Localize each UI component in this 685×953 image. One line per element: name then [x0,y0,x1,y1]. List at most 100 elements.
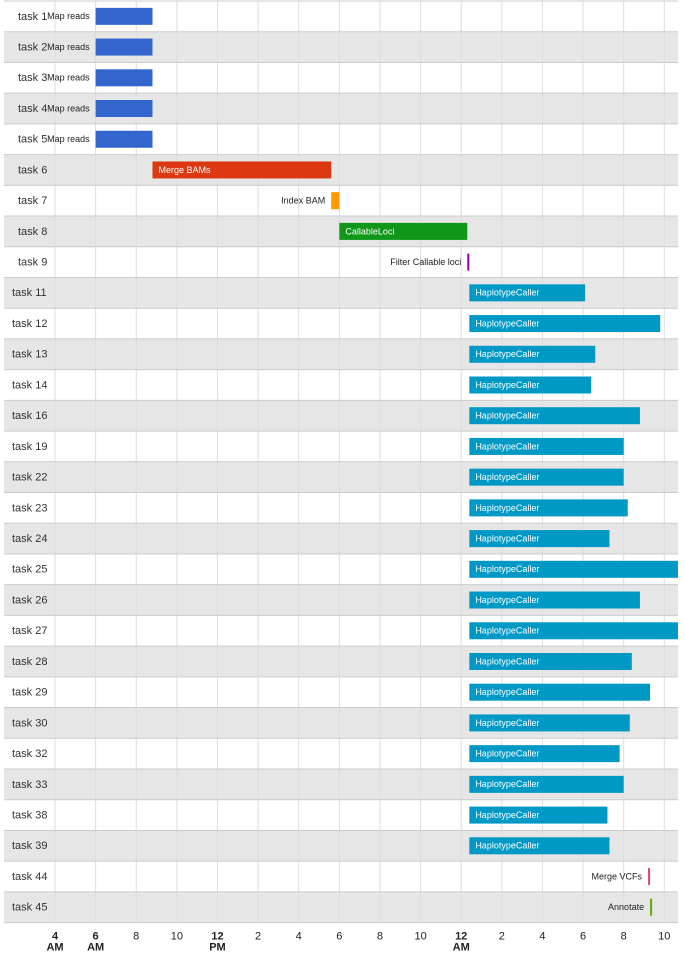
row-label: task 16 [12,410,47,422]
task-bar[interactable] [469,499,628,517]
bar-label: HaplotypeCaller [475,503,539,513]
tick-label: 8 [377,931,383,943]
bar-label: HaplotypeCaller [475,533,539,543]
row-stripe [4,891,678,923]
row-stripe [4,246,678,278]
row-label: task 27 [12,625,47,637]
tick-sublabel: PM [209,942,226,953]
task-bar[interactable] [469,683,651,701]
bar-label: Index BAM [281,196,325,206]
row-label: task 38 [12,809,47,821]
row-labels: task 1 task 2 task 3 task 4 task 5 task 6 task… [12,11,47,914]
tick-label: 2 [255,931,261,943]
bar-label: Map reads [47,73,90,83]
tick-label: 2 [499,931,505,943]
task-bar[interactable] [467,253,470,271]
row-label: task 13 [12,349,47,361]
tick-sublabel: AM [46,942,63,953]
task-bar[interactable] [469,407,640,425]
task-bar[interactable] [95,38,153,56]
task-bar[interactable] [95,100,153,118]
task-bar[interactable] [650,898,653,916]
task-bar[interactable] [469,376,592,394]
bar-label: HaplotypeCaller [475,626,539,636]
tick-label: 10 [414,931,426,943]
row-label: task 5 [18,134,47,146]
bar-label: HaplotypeCaller [475,441,539,451]
bar-label: Map reads [47,134,90,144]
task-bar[interactable] [469,468,624,486]
bar-label: HaplotypeCaller [475,380,539,390]
task-bar[interactable] [95,130,153,148]
bar-label: HaplotypeCaller [475,411,539,421]
task-bar[interactable] [469,775,624,793]
task-bar[interactable] [469,560,678,578]
row-label: task 32 [12,748,47,760]
tick-label: 6 [336,931,342,943]
task-bars: Map reads Map reads Map reads Map reads Map … [47,7,678,916]
row-label: task 11 [12,287,47,299]
row-label: task 39 [12,840,47,852]
row-label: task 1 [18,11,47,23]
task-bar[interactable] [469,622,678,640]
row-label: task 2 [18,41,47,53]
bar-label: CallableLoci [345,226,394,236]
bar-label: HaplotypeCaller [475,595,539,605]
tick-label: 8 [621,931,627,943]
tick-label: 12 [211,931,223,943]
task-bar[interactable] [469,745,620,763]
bar-label: Annotate [608,902,644,912]
bar-label: HaplotypeCaller [475,656,539,666]
row-label: task 7 [18,195,47,207]
tick-label: 12 [455,931,467,943]
bar-label: Map reads [47,11,90,21]
bar-label: Merge BAMs [158,165,211,175]
tick-label: 10 [658,931,670,943]
row-label: task 19 [12,441,47,453]
task-bar[interactable] [469,315,661,333]
bar-label: HaplotypeCaller [475,318,539,328]
row-label: task 26 [12,594,47,606]
tick-label: 10 [171,931,183,943]
row-label: task 24 [12,533,47,545]
task-bar[interactable] [469,530,610,548]
task-bar[interactable] [469,714,630,732]
bar-label: Map reads [47,42,90,52]
row-label: task 4 [18,103,47,115]
row-label: task 22 [12,472,47,484]
task-bar[interactable] [648,868,651,886]
row-label: task 3 [18,72,47,84]
bar-label: HaplotypeCaller [475,687,539,697]
tick-label: 4 [52,931,59,943]
task-bar[interactable] [469,437,624,455]
bar-label: HaplotypeCaller [475,472,539,482]
bar-label: HaplotypeCaller [475,749,539,759]
task-bar[interactable] [331,192,340,210]
task-bar[interactable] [469,837,610,855]
row-stripe [4,861,678,892]
row-label: task 9 [18,257,47,269]
row-label: task 14 [12,379,47,391]
row-stripe [4,185,678,217]
tick-label: 6 [93,931,99,943]
row-label: task 6 [18,164,47,176]
task-bar[interactable] [469,806,608,824]
task-bar[interactable] [95,7,153,25]
task-bar[interactable] [152,161,332,179]
task-bar[interactable] [339,222,468,240]
tick-label: 8 [133,931,139,943]
row-label: task 23 [12,502,47,514]
task-bar[interactable] [469,652,632,670]
tick-sublabel: AM [87,942,104,953]
bar-label: HaplotypeCaller [475,779,539,789]
row-label: task 30 [12,717,47,729]
row-label: task 45 [12,902,47,914]
task-bar[interactable] [469,284,586,302]
row-label: task 8 [18,226,47,238]
task-bar[interactable] [469,345,596,363]
task-bar[interactable] [95,69,153,87]
row-label: task 33 [12,779,47,791]
task-bar[interactable] [469,591,640,609]
